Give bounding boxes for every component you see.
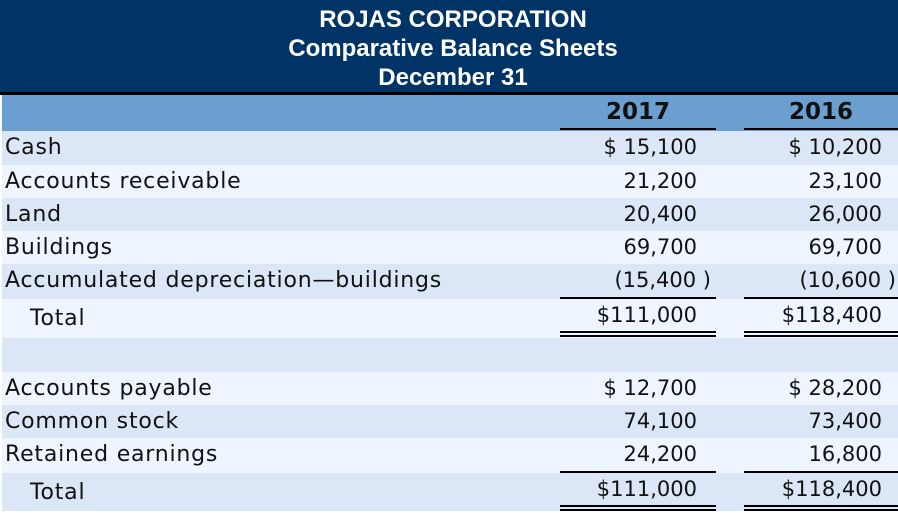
row-label: Common stock: [5, 409, 180, 434]
total-2016: $118,400: [781, 303, 882, 327]
row-label: Buildings: [5, 235, 113, 260]
statement-title: Comparative Balance Sheets: [288, 35, 618, 62]
table-row-liabilities-equity-total: Total $111,000 $118,400: [2, 473, 898, 511]
value-2017: (15,400 ): [614, 268, 711, 292]
double-underline: [560, 335, 716, 337]
value-2017: 74,100: [623, 409, 697, 433]
value-2016: 16,800: [808, 442, 882, 466]
value-2016: 23,100: [808, 169, 882, 193]
double-underline: [560, 509, 716, 511]
subtotal-underline: [560, 471, 716, 473]
double-underline: [560, 331, 716, 333]
row-label: Retained earnings: [5, 442, 219, 467]
double-underline: [560, 505, 716, 507]
table-row-land: Land 20,400 26,000: [2, 198, 898, 231]
value-2016: 69,700: [808, 235, 882, 259]
row-label: Accounts payable: [5, 376, 213, 401]
value-2017: 69,700: [623, 235, 697, 259]
column-header-band: [2, 95, 898, 131]
value-2017: 24,200: [623, 442, 697, 466]
row-label: Total: [30, 480, 86, 505]
double-underline: [744, 509, 898, 511]
subtotal-underline: [560, 297, 716, 299]
row-label: Land: [5, 202, 62, 227]
total-2017: $111,000: [596, 303, 697, 327]
value-2017: $ 12,700: [603, 376, 697, 400]
value-2017: 20,400: [623, 202, 697, 226]
table-row-accumulated-depreciation: Accumulated depreciation—buildings (15,4…: [2, 264, 898, 299]
company-name: ROJAS CORPORATION: [319, 6, 587, 33]
table-row-accounts-payable: Accounts payable $ 12,700 $ 28,200: [2, 372, 898, 405]
value-2017: $ 15,100: [603, 135, 697, 159]
value-2016: $ 10,200: [788, 135, 882, 159]
table-row-accounts-receivable: Accounts receivable 21,200 23,100: [2, 165, 898, 198]
table-row-retained-earnings: Retained earnings 24,200 16,800: [2, 438, 898, 473]
table-row-spacer: [2, 338, 898, 372]
column-header-2016: 2016: [788, 99, 853, 125]
table-row-cash: Cash $ 15,100 $ 10,200: [2, 131, 898, 165]
double-underline: [744, 335, 898, 337]
value-2016: $ 28,200: [788, 376, 882, 400]
statement-date: December 31: [378, 64, 528, 91]
column-header-2017: 2017: [605, 99, 670, 125]
value-2016: (10,600 ): [799, 268, 896, 292]
value-2017: 21,200: [623, 169, 697, 193]
statement-header: ROJAS CORPORATION Comparative Balance Sh…: [0, 0, 898, 92]
column-header-underline: [560, 128, 716, 130]
double-underline: [744, 505, 898, 507]
double-underline: [744, 331, 898, 333]
table-row-buildings: Buildings 69,700 69,700: [2, 231, 898, 264]
row-label: Accumulated depreciation—buildings: [5, 268, 443, 293]
row-label: Cash: [5, 135, 63, 160]
subtotal-underline: [744, 297, 898, 299]
subtotal-underline: [744, 471, 898, 473]
row-label: Accounts receivable: [5, 169, 242, 194]
row-label: Total: [30, 306, 86, 331]
column-header-underline: [744, 128, 898, 130]
value-2016: 73,400: [808, 409, 882, 433]
total-2016: $118,400: [781, 477, 882, 501]
total-2017: $111,000: [596, 477, 697, 501]
value-2016: 26,000: [808, 202, 882, 226]
header-divider: [0, 92, 898, 95]
table-row-common-stock: Common stock 74,100 73,400: [2, 405, 898, 438]
